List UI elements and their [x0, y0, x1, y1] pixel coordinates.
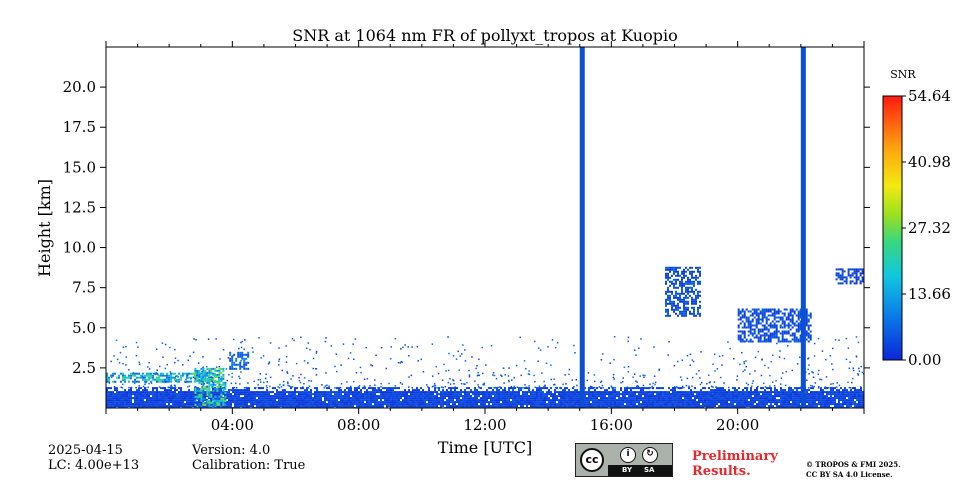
feature-cirrus-evening-1 [665, 266, 701, 317]
data-gap-1 [579, 47, 585, 408]
colorbar-tick-label: 54.64 [908, 87, 951, 105]
info-right: Version: 4.0 Calibration: True [192, 443, 305, 473]
y-tick-label: 2.5 [72, 359, 96, 377]
cc-badge-strip [608, 465, 672, 476]
x-axis-label: Time [UTC] [438, 438, 532, 457]
license-text: © TROPOS & FMI 2025. CC BY SA 4.0 Licens… [806, 460, 901, 480]
cc-license-badge: cc i ↻ BY SA [575, 443, 673, 477]
preliminary-line1: Preliminary [692, 449, 778, 464]
sa-label: SA [644, 466, 655, 474]
y-tick-label: 5.0 [72, 319, 96, 337]
preliminary-notice: Preliminary Results. [692, 449, 778, 479]
license-line1: © TROPOS & FMI 2025. [806, 460, 901, 469]
date-text: 2025-04-15 [48, 443, 123, 458]
gap-layer [579, 47, 806, 408]
share-alike-icon: ↻ [642, 447, 658, 463]
x-tick-label: 16:00 [590, 416, 633, 434]
version-text: Version: 4.0 [192, 443, 271, 458]
colorbar-ticks: 0.00 13.66 27.32 40.98 54.64 [902, 87, 951, 369]
y-tick-label: 20.0 [63, 78, 96, 96]
colorbar-tick-label: 27.32 [908, 219, 951, 237]
calibration-text: Calibration: True [192, 458, 306, 473]
attribution-icon: i [620, 447, 636, 463]
colorbar-tick-label: 13.66 [908, 285, 951, 303]
x-tick-label: 04:00 [211, 416, 254, 434]
plot-frame [105, 46, 865, 409]
y-axis: 2.5 5.0 7.5 10.0 12.5 15.0 17.5 20.0 [63, 78, 870, 377]
feature-boundary-layer [106, 387, 864, 408]
y-tick-label: 12.5 [63, 198, 96, 216]
feature-late-cirrus [835, 268, 864, 285]
y-tick-label: 10.0 [63, 239, 96, 257]
chart-title: SNR at 1064 nm FR of pollyxt_tropos at K… [292, 26, 677, 45]
y-axis-label: Height [km] [35, 179, 54, 277]
colorbar [882, 95, 903, 361]
cc-icon: cc [580, 448, 604, 472]
preliminary-line2: Results. [692, 464, 751, 479]
colorbar-label: SNR [890, 68, 916, 81]
colorbar-tick-label: 0.00 [908, 351, 941, 369]
feature-morning-cloud-top [229, 351, 250, 370]
by-label: BY [622, 466, 633, 474]
lc-text: LC: 4.00e+13 [48, 458, 140, 473]
plot-data [106, 266, 864, 408]
y-tick-label: 17.5 [63, 118, 96, 136]
noise-speckles [108, 336, 864, 389]
colorbar-tick-label: 40.98 [908, 153, 951, 171]
y-tick-label: 7.5 [72, 279, 96, 297]
x-tick-label: 08:00 [337, 416, 380, 434]
x-axis: 04:00 08:00 12:00 16:00 20:00 [105, 41, 865, 434]
x-tick-label: 20:00 [716, 416, 759, 434]
data-gap-2 [800, 47, 806, 408]
y-tick-label: 15.0 [63, 158, 96, 176]
info-left: 2025-04-15 LC: 4.00e+13 [48, 443, 139, 473]
license-line2: CC BY SA 4.0 License. [806, 470, 893, 479]
x-tick-label: 12:00 [463, 416, 506, 434]
feature-cirrus-evening-2 [737, 308, 812, 343]
